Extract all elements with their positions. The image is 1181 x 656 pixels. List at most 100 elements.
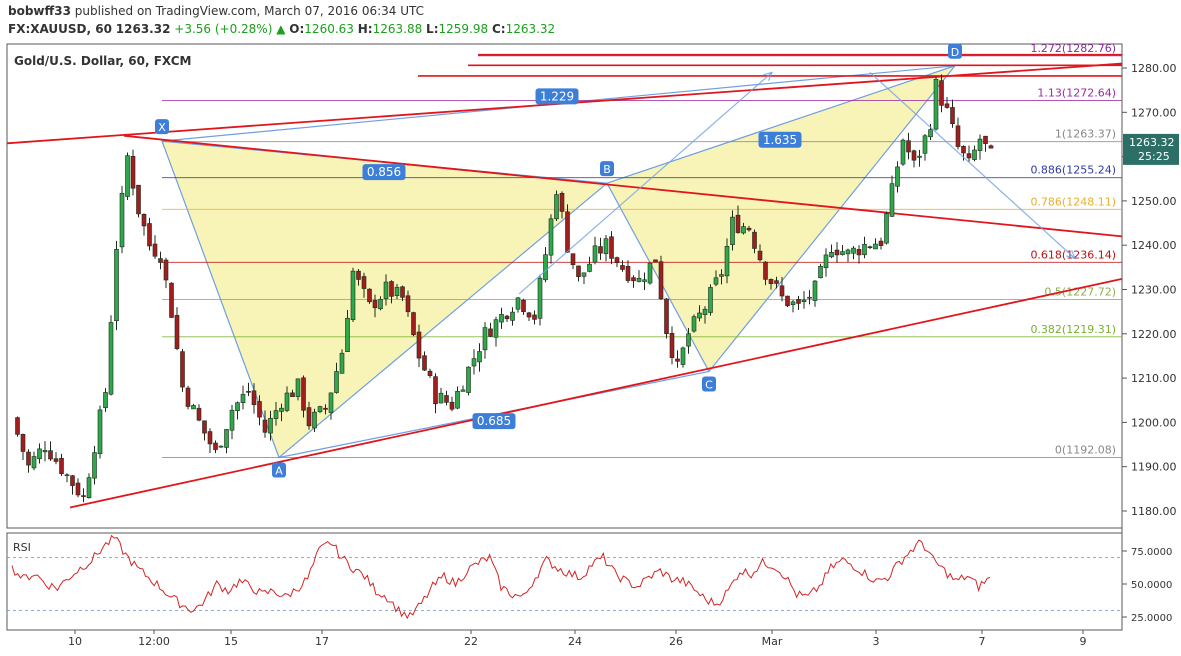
candle-down xyxy=(213,442,218,450)
candle-down xyxy=(449,401,455,410)
last-price-badge xyxy=(1123,133,1179,165)
ratio-xad: 1.229 xyxy=(540,89,574,103)
candle-down xyxy=(26,451,31,466)
candle-up xyxy=(581,272,587,277)
candle-up xyxy=(587,263,592,272)
candle-down xyxy=(774,280,779,284)
ratio-xad-bg xyxy=(535,88,579,105)
candle-up xyxy=(845,249,851,255)
candle-down xyxy=(411,312,416,336)
candle-down xyxy=(609,236,614,259)
candle-up xyxy=(477,351,482,363)
candle-down xyxy=(130,156,136,189)
candle-up xyxy=(812,280,818,301)
candle-up xyxy=(790,301,796,306)
projection-arrows[interactable] xyxy=(518,71,1077,295)
candle-up xyxy=(499,314,504,323)
candle-down xyxy=(785,295,790,307)
time-tick-label: 10 xyxy=(68,635,82,648)
symbol-name[interactable]: FX:XAUUSD, 60 xyxy=(8,22,112,36)
candle-up xyxy=(928,129,933,138)
candle-up xyxy=(339,352,345,374)
candle-down xyxy=(768,279,774,284)
candle-up xyxy=(603,238,609,255)
symbol-line: FX:XAUUSD, 60 1263.32 +3.56 (+0.28%) ▲ O… xyxy=(8,22,555,36)
candle-up xyxy=(741,226,746,234)
candle-up xyxy=(378,299,383,310)
rsi-pane[interactable] xyxy=(6,532,1123,631)
candle-down xyxy=(779,285,785,297)
price-axis[interactable]: 1180.00 1190.00 1200.00 1210.00 1220.00 1230.… xyxy=(1122,62,1179,624)
ratio-abc-bg xyxy=(472,413,516,430)
candle-down xyxy=(653,259,658,263)
candle-down xyxy=(257,401,262,418)
rsi-tick-label: 50.0000 xyxy=(1131,580,1172,591)
high-value: 1263.88 xyxy=(372,22,423,36)
candle-up xyxy=(191,405,196,410)
time-axis[interactable]: 10 12:00 15 17 22 24 26 Mar 3 7 9 xyxy=(68,630,1087,648)
candle-up xyxy=(466,366,471,393)
projection-arrow-up xyxy=(518,71,773,295)
candle-up xyxy=(686,333,691,347)
candle-down xyxy=(856,249,862,256)
candle-up xyxy=(680,347,686,365)
candle-up xyxy=(218,445,224,448)
fib-label: 1(1263.37) xyxy=(1055,128,1116,141)
candle-up xyxy=(730,216,735,245)
candle-up xyxy=(900,139,906,165)
candle-up xyxy=(548,218,554,256)
candle-down xyxy=(416,331,422,359)
candle-up xyxy=(702,308,708,315)
candle-down xyxy=(262,419,268,433)
fibonacci-levels[interactable]: 1.272(1282.76) 1.13(1272.64) 1(1263.37) 0.8… xyxy=(162,42,1122,458)
candle-down xyxy=(906,140,911,153)
candle-down xyxy=(988,145,994,149)
candle-up xyxy=(515,297,521,310)
candlesticks xyxy=(15,74,994,503)
candle-down xyxy=(598,246,603,254)
descending-trendline xyxy=(123,134,1123,238)
time-tick-label: Mar xyxy=(762,635,783,648)
candle-up xyxy=(455,391,460,409)
candle-up xyxy=(884,213,889,244)
candle-up xyxy=(394,286,400,296)
candle-up xyxy=(823,254,829,269)
low-label: L: xyxy=(426,22,439,36)
time-tick-label: 12:00 xyxy=(138,635,170,648)
candle-down xyxy=(152,243,158,257)
candle-up xyxy=(383,281,389,299)
candle-down xyxy=(521,299,526,312)
candle-down xyxy=(878,240,884,246)
candle-down xyxy=(752,231,757,249)
fib-label: 1.272(1282.76) xyxy=(1030,42,1116,55)
candle-down xyxy=(955,125,961,147)
chart-header: bobwff33 published on TradingView.com, M… xyxy=(0,0,1181,40)
candle-down xyxy=(306,407,312,427)
candle-up xyxy=(818,265,823,279)
candle-up xyxy=(345,317,350,352)
candle-down xyxy=(427,370,433,376)
pattern-points[interactable]: X A B C D xyxy=(155,43,962,478)
candle-down xyxy=(372,300,378,309)
time-tick-label: 22 xyxy=(464,635,478,648)
candle-up xyxy=(268,417,273,434)
chart-title: Gold/U.S. Dollar, 60, FXCM xyxy=(14,54,192,68)
candle-down xyxy=(911,150,917,161)
candle-up xyxy=(724,246,730,277)
candle-up xyxy=(460,389,466,392)
candle-down xyxy=(207,431,213,445)
candle-up xyxy=(438,392,444,404)
point-b-label: B xyxy=(603,163,611,176)
candle-down xyxy=(196,407,202,421)
candle-down xyxy=(570,253,576,266)
price-tick-label: 1250.00 xyxy=(1131,195,1177,208)
candle-down xyxy=(983,135,988,144)
author-name[interactable]: bobwff33 xyxy=(8,4,71,18)
candle-down xyxy=(405,295,411,313)
candle-up xyxy=(933,78,939,130)
point-d-label: D xyxy=(951,46,959,59)
open-label: O: xyxy=(289,22,305,36)
candle-up xyxy=(31,456,37,469)
candle-up xyxy=(240,394,246,404)
